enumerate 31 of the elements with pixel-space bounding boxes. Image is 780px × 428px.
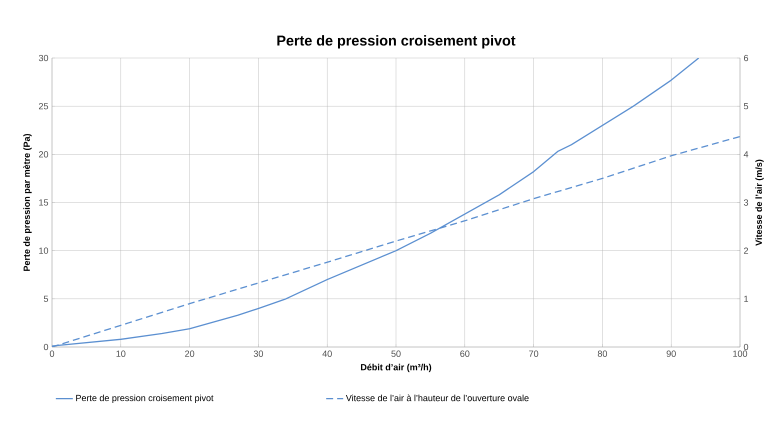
y2-axis-title: Vitesse de l’air (m/s) (755, 160, 764, 246)
x-tick-label: 50 (391, 350, 401, 357)
x-tick-label: 90 (666, 350, 676, 357)
x-tick-label: 0 (50, 350, 54, 357)
y-tick-label: 15 (39, 199, 48, 206)
x-tick-label: 40 (322, 350, 332, 357)
y-tick-label: 10 (39, 247, 48, 254)
y2-tick-label: 2 (744, 248, 748, 254)
y-tick-label: 20 (38, 151, 48, 158)
chart-title: Perte de pression croisement pivot (277, 35, 516, 49)
y2-tick-label: 0 (744, 344, 748, 350)
y-tick-label: 0 (44, 344, 48, 350)
y2-tick-label: 6 (744, 54, 748, 62)
y-tick-label: 30 (38, 54, 48, 62)
x-tick-label: 10 (116, 350, 126, 357)
y2-tick-label: 5 (744, 103, 748, 110)
legend-label: Vitesse de l’air à l’hauteur de l’ouverture ovale (346, 394, 529, 402)
x-tick-label: 80 (598, 350, 608, 357)
x-tick-label: 20 (185, 350, 194, 357)
x-tick-label: 100 (733, 350, 748, 357)
y-tick-label: 25 (38, 102, 48, 110)
x-tick-label: 70 (529, 350, 538, 357)
y-tick-label: 5 (44, 296, 48, 302)
legend-label: Perte de pression croisement pivot (76, 394, 214, 403)
y2-tick-label: 1 (744, 296, 748, 302)
y2-tick-label: 3 (744, 199, 748, 206)
x-axis-title: Débit d’air (m³/h) (360, 364, 432, 372)
x-tick-label: 60 (460, 350, 470, 357)
y2-tick-label: 4 (744, 151, 748, 158)
x-tick-label: 30 (254, 350, 264, 357)
y-axis-title: Perte de pression par mètre (Pa) (23, 134, 32, 271)
